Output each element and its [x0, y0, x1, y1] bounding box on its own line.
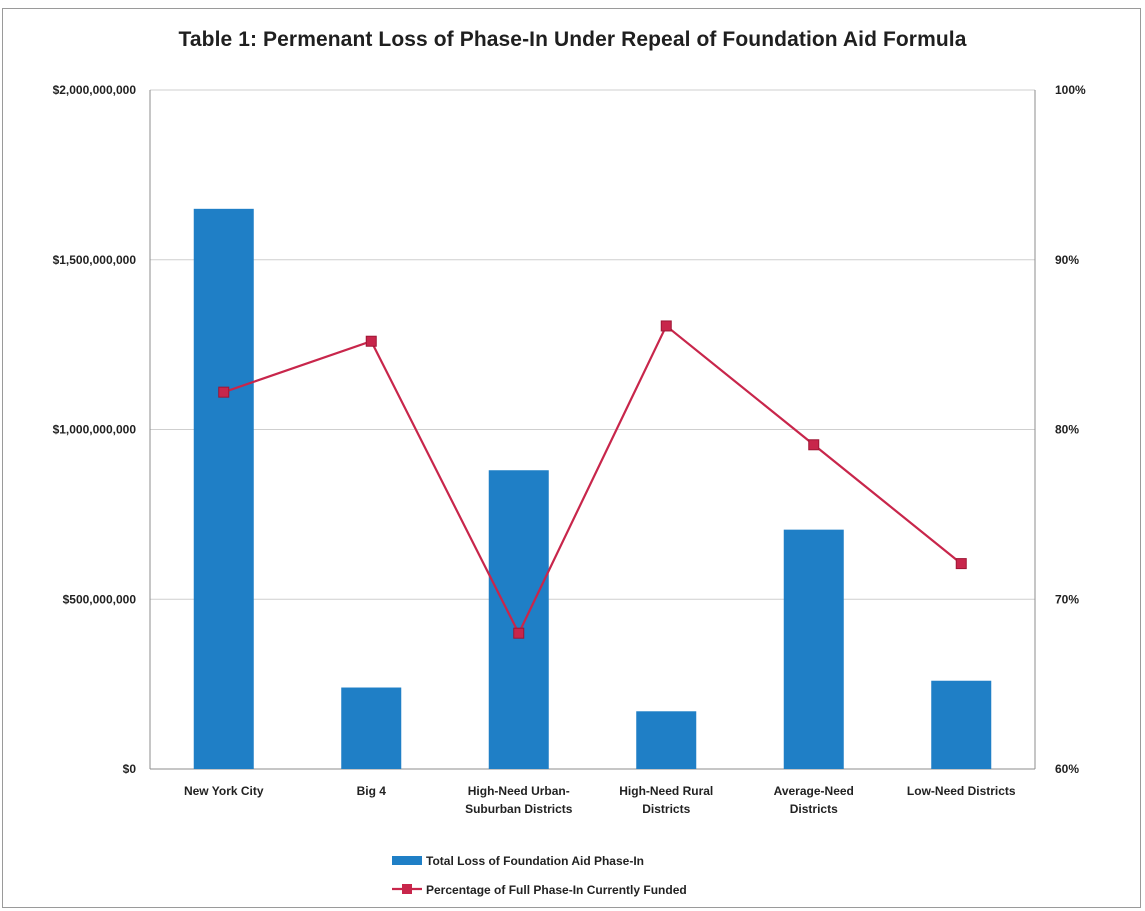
- x-tick-label: Districts: [790, 802, 838, 816]
- x-tick-label: Districts: [642, 802, 690, 816]
- bar: [341, 687, 402, 769]
- bar: [931, 680, 992, 769]
- x-tick-label: High-Need Urban-: [468, 784, 570, 798]
- legend-label: Percentage of Full Phase-In Currently Fu…: [426, 883, 687, 897]
- x-tick-label: Suburban Districts: [465, 802, 573, 816]
- line-marker: [660, 320, 672, 332]
- y-axis-left: $0 $500,000,000 $1,000,000,000 $1,500,000,0…: [53, 83, 137, 776]
- y-left-tick-label: $500,000,000: [63, 592, 137, 606]
- legend-line-marker: [402, 884, 412, 894]
- x-tick-label: Average-Need: [774, 784, 854, 798]
- bar: [193, 208, 254, 769]
- legend-bar-swatch: [392, 856, 422, 865]
- x-tick-label: New York City: [184, 784, 264, 798]
- x-axis-categories: New York City Big 4 High-Need Urban- Suburb…: [184, 784, 1016, 816]
- y-left-tick-label: $1,500,000,000: [53, 253, 137, 267]
- y-left-tick-label: $1,000,000,000: [53, 423, 137, 437]
- line-marker: [513, 627, 525, 639]
- y-left-tick-label: $2,000,000,000: [53, 83, 137, 97]
- legend: Total Loss of Foundation Aid Phase-In Per…: [392, 854, 687, 897]
- x-tick-label: High-Need Rural: [619, 784, 713, 798]
- line-marker: [218, 386, 230, 398]
- line-series: [218, 320, 967, 639]
- bar: [488, 470, 549, 769]
- y-right-tick-label: 100%: [1055, 83, 1086, 97]
- x-tick-label: Low-Need Districts: [907, 784, 1016, 798]
- y-right-tick-label: 90%: [1055, 253, 1079, 267]
- x-tick-label: Big 4: [357, 784, 387, 798]
- y-right-tick-label: 60%: [1055, 762, 1079, 776]
- gridlines: [149, 89, 1036, 770]
- y-axis-right: 60% 70% 80% 90% 100%: [1055, 83, 1086, 776]
- bar: [783, 529, 844, 769]
- line-marker: [365, 335, 377, 347]
- line-marker: [808, 439, 820, 451]
- line-marker: [955, 558, 967, 570]
- bar: [636, 711, 697, 769]
- y-left-tick-label: $0: [123, 762, 137, 776]
- series-line: [223, 324, 962, 636]
- y-right-tick-label: 80%: [1055, 423, 1079, 437]
- legend-label: Total Loss of Foundation Aid Phase-In: [426, 854, 644, 868]
- chart-title: Table 1: Permenant Loss of Phase-In Unde…: [178, 28, 967, 51]
- y-right-tick-label: 70%: [1055, 592, 1079, 606]
- bar-series: [193, 208, 992, 769]
